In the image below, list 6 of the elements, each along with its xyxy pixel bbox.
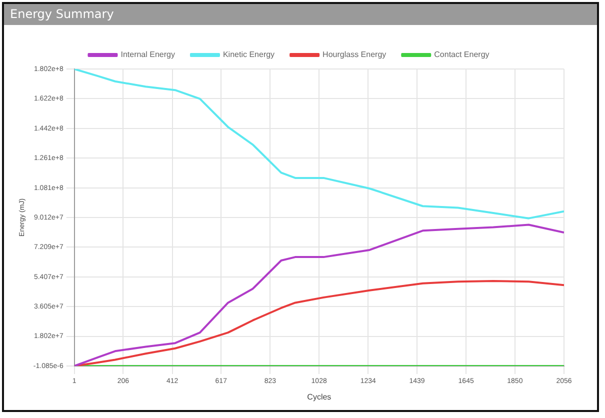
- chart-title: Energy Summary: [4, 4, 597, 25]
- legend-label: Internal Energy: [120, 50, 175, 60]
- legend-label: Hourglass Energy: [322, 50, 386, 60]
- legend-label: Contact Energy: [434, 50, 490, 60]
- legend-label: Kinetic Energy: [222, 50, 275, 60]
- x-axis-title: Cycles: [307, 392, 332, 402]
